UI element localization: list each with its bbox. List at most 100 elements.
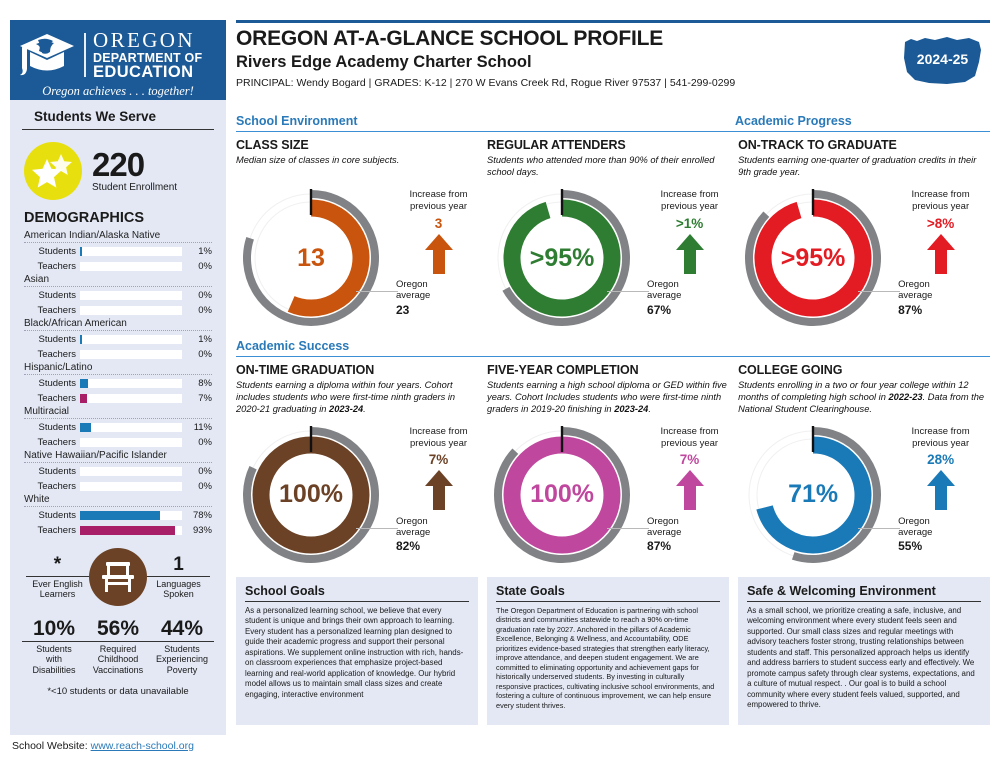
enrollment-label: Student Enrollment [92, 182, 178, 194]
change-value: 7% [679, 452, 700, 468]
demographic-percent: 1% [198, 334, 212, 345]
demographic-bar [80, 291, 182, 300]
demographic-row-teachers: Teachers 0% [24, 348, 212, 361]
demographic-role-label: Students [38, 334, 77, 345]
metric-visualization: >95% Increase from previous year >1% Oregon a… [487, 183, 729, 333]
change-value: >1% [675, 215, 704, 231]
school-name: Rivers Edge Academy Charter School [236, 52, 532, 71]
section-header-row-1: School Environment Academic Progress [236, 112, 990, 132]
change-label: Increase from previous year [660, 425, 719, 449]
demographic-row-teachers: Teachers 0% [24, 436, 212, 449]
school-website-link[interactable]: www.reach-school.org [90, 740, 194, 752]
demographic-group: White Students 78% Teachers 93% [24, 494, 212, 537]
demographic-row-students: Students 1% [24, 333, 213, 346]
logo-oregon-text: OREGON [93, 27, 195, 52]
demographic-bar-fill [80, 379, 89, 388]
demographic-role-label: Students [38, 422, 77, 433]
oregon-average-value: 55% [898, 539, 923, 554]
stat-value: 1 [147, 555, 210, 577]
metric-title: COLLEGE GOING [738, 363, 843, 377]
demographic-percent: 1% [198, 246, 212, 257]
donut-chart-on-track-to-graduate [745, 189, 882, 326]
mini-stat-value: 10% [22, 618, 86, 642]
goal-panels: School Goals As a personalized learning s… [236, 576, 990, 725]
trend-up-arrow-icon [888, 233, 993, 275]
metric-visualization: 100% Increase from previous year 7% Oregon av… [236, 420, 478, 570]
oregon-average-label: Oregon average [647, 279, 682, 302]
demographic-percent: 11% [193, 422, 212, 433]
oregon-average-value: 23 [396, 302, 410, 317]
goal-panel-body: The Oregon Department of Education is pa… [496, 605, 715, 710]
main-content: School Environment Academic Progress CLA… [236, 112, 990, 725]
goal-panel-title: Safe & Welcoming Environment [747, 584, 981, 602]
metric-card-college-going: COLLEGE GOING Students enrolling in a two… [738, 357, 990, 570]
data-footnote: *<10 students or data unavailable [47, 686, 189, 698]
metric-card-on-track-to-graduate: ON-TRACK TO GRADUATE Students earning one… [738, 132, 990, 333]
metric-change-block: Increase from previous year 7% [386, 426, 491, 512]
logo-education-text: EDUCATION [93, 63, 194, 81]
demographic-role-label: Teachers [37, 393, 76, 404]
metric-row-academic-success: ON-TIME GRADUATION Students earning a dip… [236, 357, 990, 570]
demographic-row-teachers: Teachers 93% [24, 524, 212, 537]
demographic-row-students: Students 8% [24, 377, 213, 390]
demographic-percent: 8% [198, 378, 212, 389]
demographic-group: Hispanic/Latino Students 8% Teachers 7% [24, 362, 212, 405]
metric-value: >95% [529, 243, 595, 272]
metric-description: Students who attended more than 90% of t… [487, 155, 715, 177]
logo-department-text: DEPARTMENT OF [93, 50, 203, 65]
demographic-role-label: Students [38, 466, 77, 477]
demographic-row-students: Students 0% [24, 465, 213, 478]
section-title-academic-progress: Academic Progress [735, 114, 852, 128]
demographic-percent: 93% [192, 525, 212, 536]
school-website: School Website: www.reach-school.org [12, 740, 194, 752]
demographic-percent: 78% [192, 510, 212, 521]
donut-chart-regular-attenders [497, 189, 631, 326]
oregon-average-label: Oregon average [396, 279, 431, 302]
stat-label: Languages Spoken [156, 578, 201, 599]
metric-description: Students earning a diploma within four y… [236, 380, 456, 414]
enrollment-value: 220 [92, 145, 145, 183]
average-leader-line [858, 291, 901, 292]
demographic-role-label: Teachers [37, 481, 76, 492]
demographic-row-teachers: Teachers 0% [24, 304, 212, 317]
mini-stats-bottom: 10% Students with Disabilities 56% Required Ch… [20, 606, 216, 675]
demographic-bar [80, 467, 182, 476]
demographic-bar-fill [80, 394, 88, 403]
demographic-bar-fill [80, 335, 83, 344]
demographic-bar [80, 335, 182, 344]
donut-chart-five-year-completion [494, 425, 631, 563]
metric-row-school-environment: CLASS SIZE Median size of classes in core… [236, 132, 990, 333]
stat-value: * [26, 555, 89, 577]
demographic-bar-fill [80, 526, 175, 535]
mini-stat: 10% Students with Disabilities [22, 618, 86, 675]
metric-value: >95% [780, 243, 846, 272]
metric-description: Median size of classes in core subjects. [236, 155, 400, 165]
mini-stat-label: Required Childhood Vaccinations [92, 644, 144, 675]
logo-divider [84, 33, 86, 77]
school-meta: PRINCIPAL: Wendy Bogard | GRADES: K-12 |… [236, 76, 736, 89]
oregon-average-label: Oregon average [647, 515, 682, 539]
metric-title: CLASS SIZE [236, 138, 309, 152]
metric-change-block: Increase from previous year >8% [888, 189, 993, 275]
mini-stat-label: Students with Disabilities [32, 644, 76, 675]
oregon-state-shape-icon [904, 37, 981, 84]
donut-chart-on-time-graduation [243, 425, 379, 563]
oregon-average-label: Oregon average [396, 515, 431, 539]
demographic-bar-fill [80, 511, 160, 520]
change-value: >8% [926, 215, 955, 231]
demographic-bar [80, 247, 182, 256]
demographic-bar [80, 482, 182, 491]
school-year-label: 2024-25 [916, 51, 969, 67]
demographic-group: American Indian/Alaska Native Students 1% T… [24, 230, 212, 273]
demographic-role-label: Teachers [37, 349, 76, 360]
demographic-group: Asian Students 0% Teachers 0% [24, 274, 212, 317]
goal-panel-body: As a personalized learning school, we be… [245, 605, 464, 699]
demographic-group-name: Black/African American [24, 318, 212, 331]
metric-visualization: 13 Increase from previous year 3 Oregon avera… [236, 183, 478, 333]
stat-label: Ever English Learners [32, 578, 83, 599]
demographic-percent: 7% [198, 393, 212, 404]
metric-card-class-size: CLASS SIZE Median size of classes in core… [236, 132, 478, 333]
demographics-heading: DEMOGRAPHICS [24, 210, 145, 226]
demographics-list: American Indian/Alaska Native Students 1% T… [10, 230, 226, 537]
